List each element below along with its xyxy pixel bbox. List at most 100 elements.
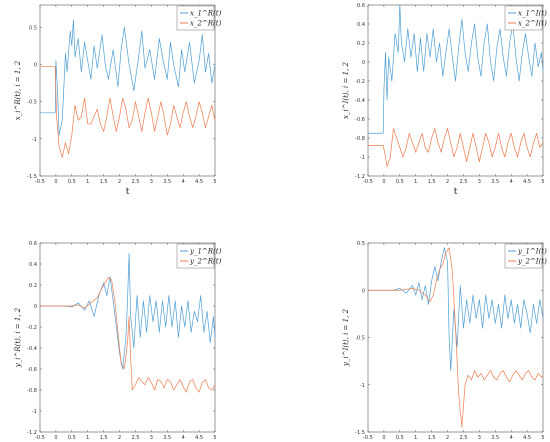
x-tick-label: 3 — [150, 179, 153, 185]
x-tick-label: 1 — [86, 435, 89, 441]
y-axis-label: y_i^I(t), i = 1, 2 — [342, 308, 350, 367]
y-tick-label: -0.6 — [355, 117, 365, 123]
x-tick-label: 2.5 — [459, 435, 467, 441]
x-tick-label: 3.5 — [163, 179, 171, 185]
x-tick-label: 0.5 — [68, 179, 76, 185]
legend-label: x_1^R(t) — [190, 10, 222, 18]
x-tick-label: 1 — [86, 179, 89, 185]
y-tick-label: 0.2 — [357, 41, 365, 47]
x-tick-label: 2.5 — [459, 179, 467, 185]
x-tick-label: 0.5 — [396, 179, 404, 185]
plot-frame — [367, 242, 544, 433]
x-tick-label: 0 — [54, 435, 57, 441]
legend-box — [504, 243, 543, 269]
x-tick-label: -0.5 — [363, 179, 373, 185]
x-tick-label: 4 — [510, 435, 513, 441]
x-tick-label: 0 — [382, 179, 385, 185]
series-line-2 — [368, 128, 544, 167]
legend-box — [504, 5, 543, 31]
y-tick-label: 0.2 — [29, 283, 37, 289]
series-line-1 — [368, 4, 544, 134]
x-tick-label: 1 — [414, 179, 417, 185]
x-tick-label: 1.5 — [100, 179, 108, 185]
x-tick-label: 4.5 — [195, 179, 203, 185]
series-line-2 — [40, 66, 216, 158]
y-tick-label: 0 — [34, 62, 37, 68]
x-tick-label: -0.5 — [35, 435, 45, 441]
y-axis-label: y_i^R(t), i = 1, 2 — [14, 307, 22, 368]
x-tick-label: 5 — [213, 435, 216, 441]
x-tick-label: 0 — [382, 435, 385, 441]
x-tick-label: 4 — [182, 435, 185, 441]
y-tick-label: -0.5 — [27, 100, 37, 106]
plot-frame — [367, 4, 544, 177]
y-tick-label: 0 — [362, 288, 365, 294]
x-tick-label: 2 — [446, 179, 449, 185]
series-line-1 — [40, 19, 216, 136]
series-line-2 — [368, 247, 544, 428]
x-tick-label: 3 — [478, 179, 481, 185]
x-tick-label: 2.5 — [131, 179, 139, 185]
x-tick-label: 5 — [213, 179, 216, 185]
x-tick-label: 2.5 — [131, 435, 139, 441]
x-tick-label: 1.5 — [428, 179, 436, 185]
y-tick-label: -0.8 — [27, 388, 37, 394]
x-tick-label: 1 — [414, 435, 417, 441]
y-tick-label: -0.2 — [355, 79, 365, 85]
x-tick-label: 2 — [118, 435, 121, 441]
x-tick-label: -0.5 — [35, 179, 45, 185]
x-tick-label: 3 — [478, 435, 481, 441]
x-tick-label: 0.5 — [68, 435, 76, 441]
y-tick-label: -0.4 — [355, 98, 365, 104]
x-tick-label: 2 — [118, 179, 121, 185]
series-line-2 — [40, 277, 216, 393]
x-axis-label: t — [126, 187, 130, 197]
x-tick-label: 1.5 — [100, 435, 108, 441]
legend-label: y_1^I(t) — [517, 248, 547, 256]
y-axis-label: x_i^I(t), i = 1, 2 — [342, 61, 350, 119]
legend-label: y_2^I(t) — [517, 258, 547, 266]
legend-label: y_2^R(t) — [189, 258, 222, 266]
panel-xR: -0.5 0 0.5 1 1.5 2 2.5 3 3.5 4 4.5 5 -1.5 -1 -0.5 0 0.5 t… — [14, 4, 222, 197]
legend-box — [176, 243, 215, 269]
y-tick-label: 0.6 — [357, 3, 365, 9]
y-tick-label: -1.2 — [355, 174, 365, 180]
y-axis-label: x_i^R(t), i = 1, 2 — [14, 60, 22, 120]
panel-yI: -0.500.511.522.533.544.55-1.5-1-0.500.5t… — [342, 241, 547, 441]
x-tick-label: 0.5 — [396, 435, 404, 441]
y-tick-label: -0.8 — [355, 136, 365, 142]
x-tick-label: -0.5 — [363, 435, 373, 441]
panel-xI: -0.5 0 0.5 1 1.5 2 2.5 3 3.5 4 4.5 5 -1.2 -1 -0.8 -0.6 -… — [342, 3, 547, 197]
x-tick-label: 3 — [150, 435, 153, 441]
series-line-1 — [368, 247, 544, 371]
y-tick-label: -1.2 — [27, 430, 37, 436]
legend-box — [176, 5, 215, 31]
x-tick-label: 3.5 — [163, 435, 171, 441]
y-tick-label: 0.5 — [29, 25, 37, 31]
x-tick-label: 1.5 — [428, 435, 436, 441]
y-tick-label: -1 — [32, 137, 37, 143]
y-tick-label: -1 — [360, 383, 365, 389]
x-tick-label: 4 — [182, 179, 185, 185]
plot-frame — [39, 4, 216, 177]
x-tick-label: 3.5 — [491, 179, 499, 185]
y-tick-label: -0.2 — [27, 325, 37, 331]
x-axis-label: t — [454, 187, 458, 197]
panel-yR: -0.5 0 0.5 1 1.5 2 2.5 3 3.5 4 4.5 5 -1.2 -1 -0.8 -0.6 -… — [14, 241, 222, 441]
x-tick-label: 2 — [446, 435, 449, 441]
x-tick-label: 5 — [541, 179, 544, 185]
legend-label: x_2^R(t) — [190, 20, 222, 28]
x-tick-label: 4.5 — [195, 435, 203, 441]
legend-label: y_1^R(t) — [189, 248, 222, 256]
y-tick-label: -0.5 — [355, 336, 365, 342]
y-tick-label: 0.4 — [357, 22, 365, 28]
y-tick-label: 0 — [34, 304, 37, 310]
x-tick-label: 5 — [541, 435, 544, 441]
series-line-1 — [40, 253, 216, 370]
legend-label: x_2^I(t) — [518, 20, 547, 28]
x-tick-label: 4 — [510, 179, 513, 185]
legend-label: x_1^I(t) — [518, 10, 547, 18]
x-tick-label: 3.5 — [491, 435, 499, 441]
y-tick-label: 0 — [362, 60, 365, 66]
